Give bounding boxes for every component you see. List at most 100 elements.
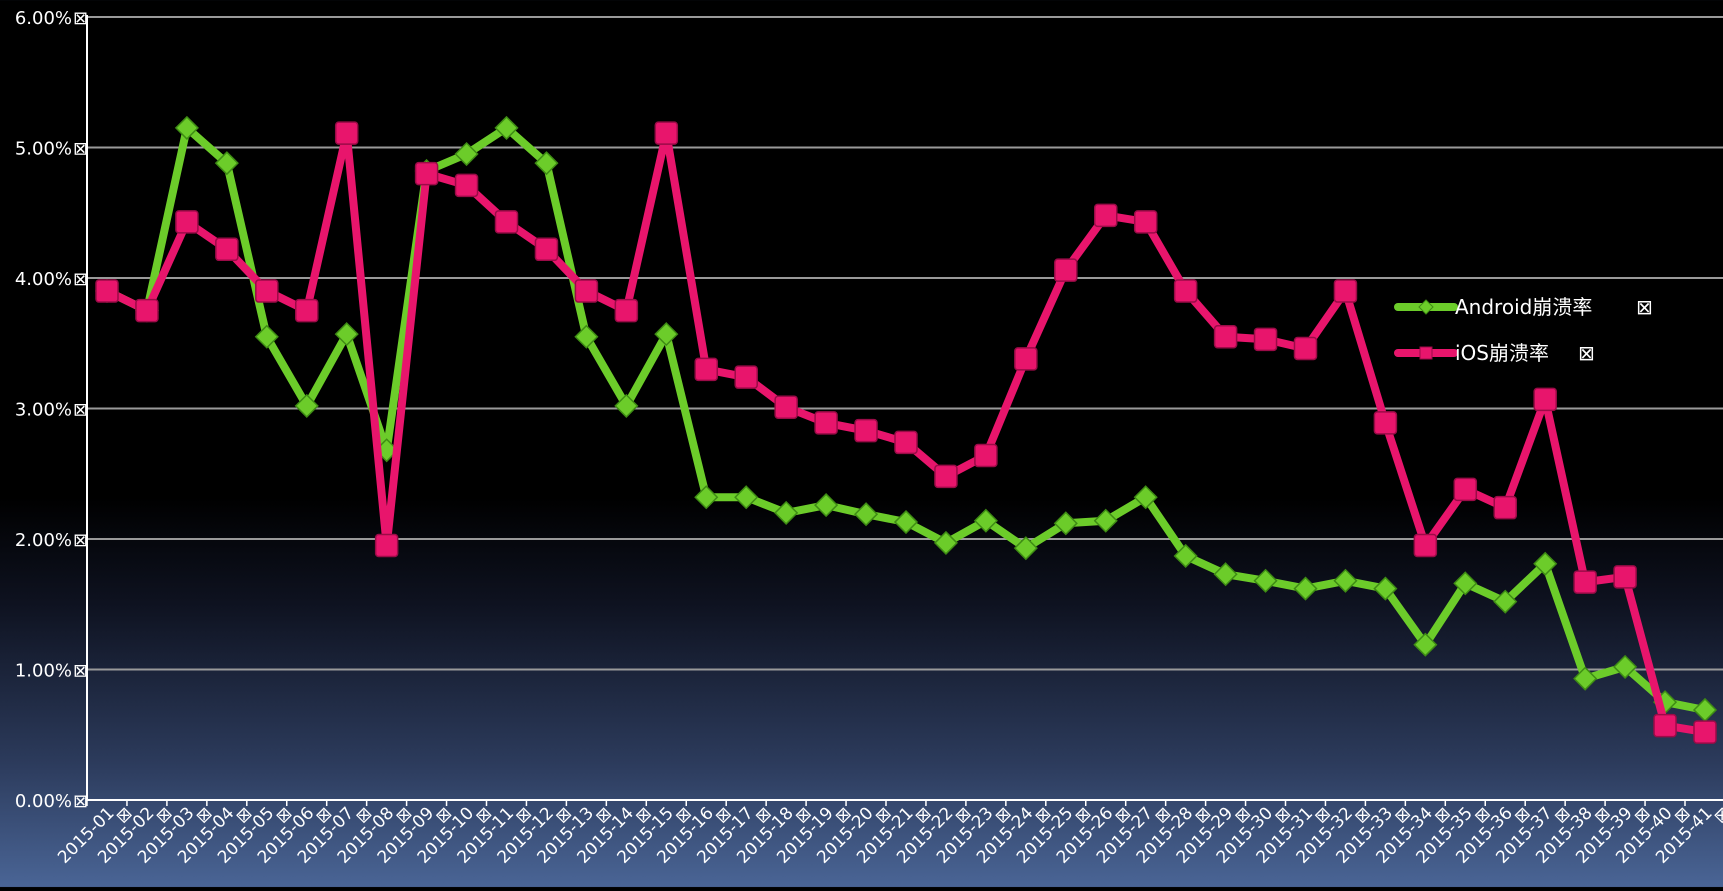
y-tick-label: 2.00% <box>15 530 72 551</box>
data-point-square <box>694 357 718 382</box>
data-point-diamond <box>1413 632 1438 657</box>
data-point-diamond <box>973 508 998 533</box>
data-point-diamond <box>1053 511 1078 536</box>
data-point-square <box>1333 279 1358 303</box>
data-point-diamond <box>853 502 879 527</box>
y-tick-label: 0.00% <box>15 791 72 812</box>
data-point-diamond <box>1613 654 1638 679</box>
data-point-square <box>734 365 758 389</box>
data-point-square <box>1693 720 1717 744</box>
data-point-diamond <box>1293 576 1318 601</box>
legend-label: iOS崩溃率 <box>1455 341 1549 365</box>
data-point-diamond <box>1333 568 1358 593</box>
data-point-square <box>454 173 479 198</box>
data-point-diamond <box>933 530 959 555</box>
data-point-diamond <box>1133 485 1158 510</box>
data-point-diamond <box>454 141 479 167</box>
data-point-square <box>1653 713 1677 738</box>
data-point-diamond <box>254 324 279 349</box>
data-point-square <box>175 210 199 234</box>
data-point-square <box>774 395 798 419</box>
data-point-diamond <box>1373 576 1398 601</box>
data-point-diamond <box>1692 697 1718 723</box>
data-point-square <box>414 161 439 186</box>
data-point-diamond <box>1253 568 1278 593</box>
y-tick-glyph: ⊠ <box>73 791 88 812</box>
data-point-diamond <box>174 115 199 140</box>
data-point-diamond <box>1453 571 1478 596</box>
legend-label: Android崩溃率 <box>1455 295 1592 319</box>
data-point-square <box>95 279 119 303</box>
data-point-diamond <box>574 324 599 349</box>
data-point-diamond <box>294 393 319 418</box>
data-point-square <box>974 443 998 468</box>
data-point-square <box>534 237 559 262</box>
data-point-square <box>1613 565 1637 589</box>
legend-glyph: ⊠ <box>1636 295 1653 319</box>
data-point-diamond <box>734 485 759 510</box>
data-point-square <box>1573 570 1597 594</box>
y-tick-glyph: ⊠ <box>73 530 88 551</box>
data-point-square <box>814 411 838 435</box>
data-point-diamond <box>1173 543 1198 569</box>
data-point-square <box>574 279 599 303</box>
data-point-square <box>1133 210 1158 234</box>
y-tick-glyph: ⊠ <box>73 139 88 160</box>
data-point-square <box>654 121 679 145</box>
data-point-square <box>614 298 639 323</box>
data-point-square <box>334 121 359 145</box>
data-point-square <box>1173 279 1198 303</box>
y-tick-glyph: ⊠ <box>73 8 88 29</box>
data-point-diamond <box>774 500 799 525</box>
data-point-diamond <box>1533 551 1558 576</box>
data-point-square <box>934 464 958 489</box>
y-tick-label: 6.00% <box>15 8 72 29</box>
data-point-square <box>1493 495 1517 520</box>
series-line-0 <box>103 123 1709 714</box>
y-tick-label: 5.00% <box>15 139 72 160</box>
data-point-square <box>1413 533 1438 558</box>
legend-glyph: ⊠ <box>1578 341 1595 365</box>
data-point-square <box>135 298 159 323</box>
data-point-diamond <box>534 151 559 176</box>
data-point-square <box>1094 203 1118 228</box>
data-point-square <box>1373 411 1398 435</box>
y-tick-label: 4.00% <box>15 269 72 290</box>
data-point-diamond <box>1493 589 1518 614</box>
data-point-square <box>1293 336 1318 361</box>
data-point-square <box>1213 324 1238 349</box>
data-point-square <box>255 279 279 303</box>
x-tick-glyph: ⊠ <box>1710 803 1723 827</box>
y-tick-glyph: ⊠ <box>73 400 88 421</box>
data-point-square <box>1453 477 1478 502</box>
data-point-square <box>894 430 918 455</box>
data-point-diamond <box>1213 562 1238 587</box>
data-point-square <box>1253 327 1278 352</box>
y-tick-glyph: ⊠ <box>73 661 88 682</box>
data-point-diamond <box>334 322 359 347</box>
data-point-diamond <box>893 509 919 535</box>
data-point-square <box>374 533 399 558</box>
legend-marker-diamond <box>1418 299 1434 315</box>
data-point-square <box>295 298 319 323</box>
data-point-diamond <box>1093 508 1118 533</box>
data-point-diamond <box>694 485 719 510</box>
y-tick-label: 1.00% <box>15 661 72 682</box>
y-tick-label: 3.00% <box>15 400 72 421</box>
data-point-diamond <box>1573 666 1598 691</box>
data-point-square <box>854 418 878 443</box>
data-point-diamond <box>494 115 519 140</box>
data-point-diamond <box>654 322 679 347</box>
y-tick-glyph: ⊠ <box>73 269 88 290</box>
data-point-diamond <box>614 393 639 418</box>
data-point-square <box>1054 258 1078 282</box>
data-point-square <box>494 210 519 234</box>
data-point-diamond <box>1013 536 1038 561</box>
legend-marker-square <box>1419 346 1433 360</box>
data-point-square <box>215 237 239 262</box>
data-point-diamond <box>214 151 239 176</box>
data-point-diamond <box>814 493 839 518</box>
data-point-square <box>1014 347 1038 371</box>
